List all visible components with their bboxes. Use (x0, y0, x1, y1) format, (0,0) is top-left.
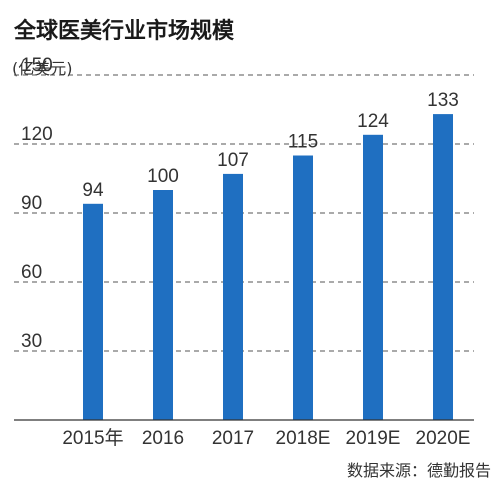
value-label-3: 115 (288, 132, 318, 153)
value-label-4: 124 (357, 111, 389, 132)
bar-2 (223, 173, 243, 420)
value-label-2: 107 (217, 150, 249, 171)
source-note: 数据来源：德勤报告 (347, 461, 491, 480)
y-tick-label: 90 (21, 193, 42, 214)
y-tick-label: 30 (21, 331, 42, 352)
x-tick-label-4: 2019E (346, 428, 401, 449)
bar-0 (83, 203, 103, 420)
y-tick-label: 60 (21, 262, 42, 283)
bars (83, 114, 453, 421)
unit-label: (亿美元) (12, 59, 73, 78)
x-tick-label-3: 2018E (276, 428, 331, 449)
value-label-1: 100 (147, 166, 179, 187)
y-tick-label: 150 (21, 55, 53, 76)
y-axis-ticks: 30 60 90 120 150 (21, 55, 53, 352)
value-labels: 94 100 107 115 124 133 (82, 90, 458, 201)
bar-5 (433, 114, 453, 420)
y-tick-label: 120 (21, 124, 53, 145)
chart-title: 全球医美行业市场规模 (13, 18, 235, 44)
x-tick-label-0: 2015年 (62, 427, 123, 449)
value-label-5: 133 (427, 90, 459, 111)
bar-3 (293, 155, 313, 420)
x-tick-label-5: 2020E (416, 428, 471, 449)
x-axis-labels: 2015年 2016 2017 2018E 2019E 2020E (62, 427, 470, 449)
value-label-0: 94 (82, 180, 104, 201)
bar-1 (153, 190, 173, 420)
x-tick-label-2: 2017 (212, 428, 254, 449)
bar-4 (363, 134, 383, 421)
x-tick-label-1: 2016 (142, 428, 184, 449)
